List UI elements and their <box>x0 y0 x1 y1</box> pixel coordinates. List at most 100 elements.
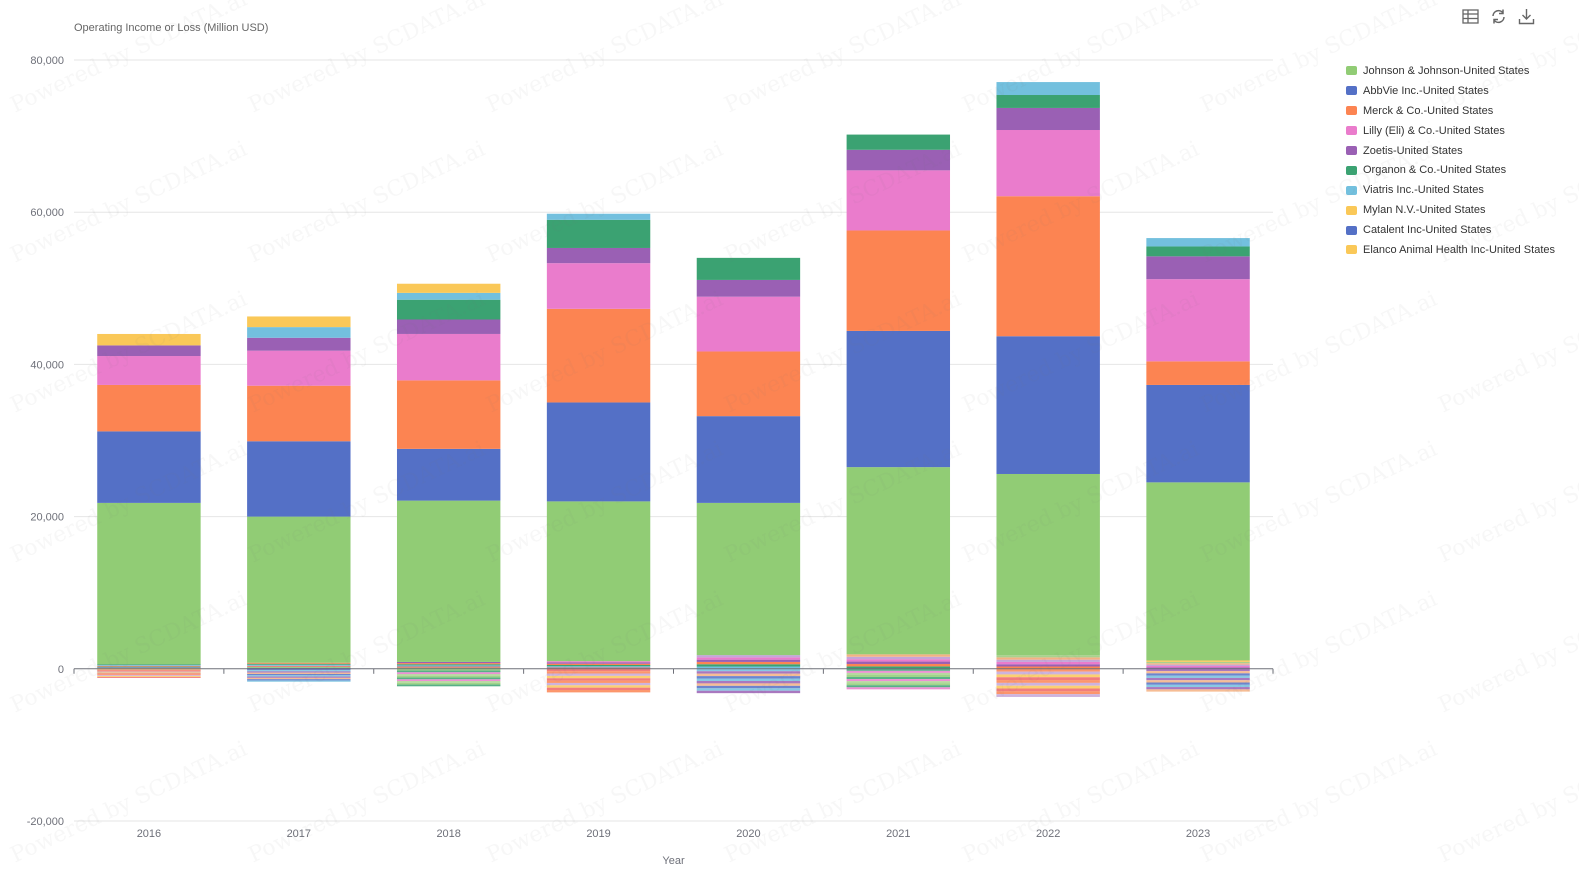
bar-segment[interactable] <box>1146 361 1250 385</box>
bar-segment[interactable] <box>396 283 501 293</box>
legend-item[interactable]: Lilly (Eli) & Co.-United States <box>1346 121 1555 141</box>
bar-segment-other[interactable] <box>996 664 1100 667</box>
bar-segment[interactable] <box>546 263 651 309</box>
bar-segment-other[interactable] <box>546 667 651 669</box>
data-view-icon[interactable] <box>1460 6 1480 26</box>
bar-segment[interactable] <box>696 416 801 503</box>
bar-segment-negative[interactable] <box>247 673 351 676</box>
bar-segment-other[interactable] <box>546 661 651 663</box>
legend-item[interactable]: Catalent Inc-United States <box>1346 220 1555 240</box>
bar-segment-negative[interactable] <box>846 677 951 680</box>
bar-segment-negative[interactable] <box>396 668 501 671</box>
bar-segment-other[interactable] <box>696 659 801 662</box>
bar-segment[interactable] <box>396 380 501 449</box>
bar-segment-negative[interactable] <box>97 673 201 675</box>
bar-segment-negative[interactable] <box>546 675 651 679</box>
bar-segment-negative[interactable] <box>546 690 651 693</box>
bar-segment-negative[interactable] <box>696 673 801 677</box>
legend-item[interactable]: Elanco Animal Health Inc-United States <box>1346 240 1555 260</box>
bar-segment-other[interactable] <box>396 663 501 665</box>
bar-segment-negative[interactable] <box>996 668 1100 672</box>
bar-segment-negative[interactable] <box>846 681 951 684</box>
bar-segment-negative[interactable] <box>846 683 951 686</box>
bar-segment-other[interactable] <box>846 666 951 669</box>
bar-segment[interactable] <box>546 308 651 403</box>
bar-segment-other[interactable] <box>97 664 201 666</box>
bar-segment[interactable] <box>996 196 1100 337</box>
bar-segment-negative[interactable] <box>696 685 801 689</box>
bar-segment-negative[interactable] <box>996 688 1100 692</box>
bar-segment[interactable] <box>846 170 951 231</box>
bar-segment-other[interactable] <box>846 663 951 667</box>
download-icon[interactable] <box>1516 6 1536 26</box>
bar-segment-negative[interactable] <box>846 668 951 671</box>
bar-segment[interactable] <box>247 385 351 442</box>
bar-segment[interactable] <box>97 502 201 665</box>
bar-segment[interactable] <box>1146 246 1250 257</box>
bar-segment[interactable] <box>396 333 501 381</box>
bar-segment-negative[interactable] <box>546 668 651 672</box>
bar-segment[interactable] <box>546 402 651 502</box>
bar-segment-other[interactable] <box>396 665 501 667</box>
bar-segment-other[interactable] <box>97 665 201 667</box>
bar-segment-negative[interactable] <box>97 674 201 676</box>
bar-segment[interactable] <box>97 384 201 432</box>
refresh-icon[interactable] <box>1488 6 1508 26</box>
bar-segment-other[interactable] <box>396 661 501 664</box>
bar-segment-other[interactable] <box>396 664 501 666</box>
bar-segment-negative[interactable] <box>97 669 201 671</box>
bar-segment[interactable] <box>696 296 801 352</box>
bar-segment-negative[interactable] <box>1146 671 1250 674</box>
bar-segment-negative[interactable] <box>1146 680 1250 683</box>
legend-item[interactable]: Organon & Co.-United States <box>1346 160 1555 180</box>
bar-segment-other[interactable] <box>546 662 651 664</box>
bar-segment-negative[interactable] <box>696 683 801 686</box>
bar-segment-other[interactable] <box>696 661 801 665</box>
bar-segment-negative[interactable] <box>396 675 501 678</box>
bar-segment-negative[interactable] <box>97 675 201 677</box>
bar-segment-negative[interactable] <box>546 680 651 683</box>
bar-segment-other[interactable] <box>846 656 951 660</box>
bar-segment-negative[interactable] <box>396 674 501 676</box>
bar-segment[interactable] <box>696 257 801 280</box>
bar-segment[interactable] <box>1146 238 1250 247</box>
bar-segment[interactable] <box>247 441 351 517</box>
bar-segment-negative[interactable] <box>396 681 501 683</box>
bar-segment-other[interactable] <box>846 661 951 664</box>
bar-segment-negative[interactable] <box>247 668 351 671</box>
bar-segment[interactable] <box>396 500 501 662</box>
bar-segment-negative[interactable] <box>996 691 1100 695</box>
bar-segment-negative[interactable] <box>1146 675 1250 678</box>
bar-segment[interactable] <box>247 316 351 328</box>
bar-segment[interactable] <box>546 219 651 248</box>
legend-item[interactable]: Zoetis-United States <box>1346 141 1555 161</box>
bar-segment[interactable] <box>996 95 1100 108</box>
bar-segment[interactable] <box>996 130 1100 197</box>
bar-segment[interactable] <box>247 350 351 386</box>
bar-segment-other[interactable] <box>97 664 201 665</box>
bar-segment[interactable] <box>396 299 501 320</box>
bar-segment-other[interactable] <box>1146 667 1250 669</box>
bar-segment[interactable] <box>247 327 351 338</box>
bar-segment-negative[interactable] <box>1146 682 1250 685</box>
bar-segment-negative[interactable] <box>1146 677 1250 681</box>
bar-segment[interactable] <box>846 134 951 150</box>
bar-segment-other[interactable] <box>996 655 1100 658</box>
bar-segment-other[interactable] <box>97 667 201 669</box>
bar-segment-negative[interactable] <box>1146 684 1250 688</box>
bar-segment-negative[interactable] <box>546 673 651 676</box>
bar-segment-negative[interactable] <box>846 670 951 673</box>
bar-segment-negative[interactable] <box>1146 673 1250 676</box>
bar-segment[interactable] <box>1146 279 1250 362</box>
bar-segment[interactable] <box>1146 482 1250 661</box>
bar-segment[interactable] <box>546 501 651 662</box>
bar-segment[interactable] <box>696 351 801 417</box>
bar-segment-other[interactable] <box>546 666 651 668</box>
bar-segment-other[interactable] <box>996 661 1100 665</box>
bar-segment[interactable] <box>996 107 1100 131</box>
bar-segment-negative[interactable] <box>396 672 501 675</box>
bar-segment[interactable] <box>696 279 801 297</box>
bar-segment-negative[interactable] <box>996 671 1100 675</box>
bar-segment-other[interactable] <box>247 666 351 668</box>
bar-segment-negative[interactable] <box>396 682 501 685</box>
